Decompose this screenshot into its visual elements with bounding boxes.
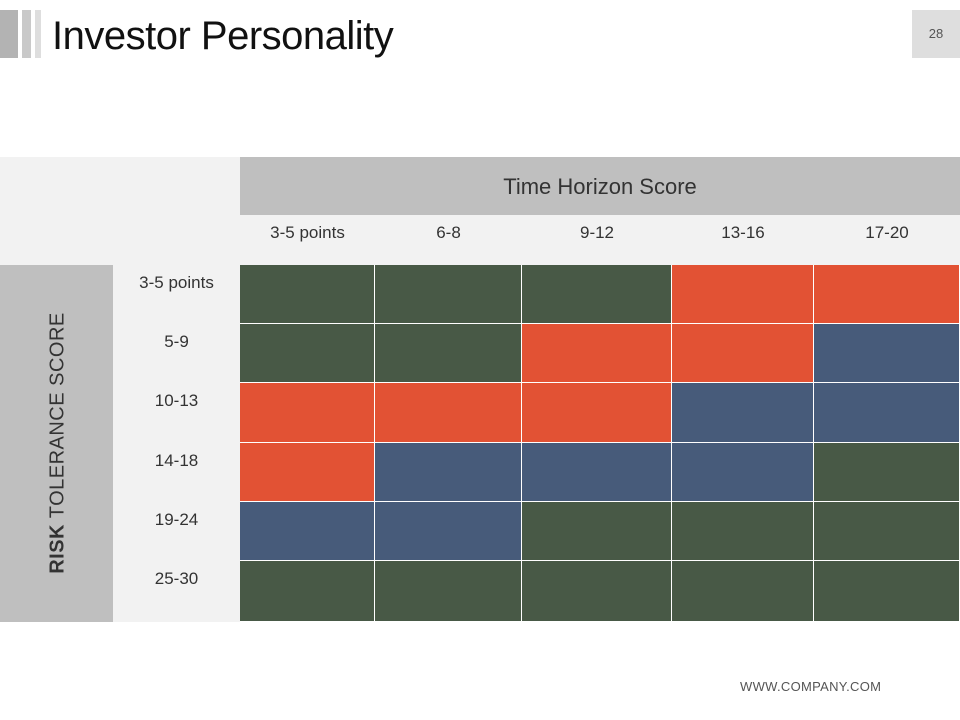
row-header: 3-5 points — [139, 273, 214, 292]
matrix-corner-cell — [0, 157, 240, 265]
title-accent-bars — [0, 10, 46, 58]
matrix-cell-green — [240, 561, 375, 622]
matrix-cell-orange — [522, 383, 672, 443]
matrix-cell-orange — [672, 324, 814, 383]
matrix-cell-green — [814, 561, 960, 622]
matrix-cell-blue — [375, 443, 522, 502]
matrix-cell-blue — [672, 443, 814, 502]
matrix-cell-green — [672, 502, 814, 561]
row-header: 14-18 — [154, 451, 199, 470]
matrix-cell-blue — [240, 502, 375, 561]
column-headers: 3-5 points 6-8 9-12 13-16 17-20 — [240, 215, 960, 265]
row-axis-title: RISK TOLERANCE SCORE — [47, 312, 70, 574]
matrix-cell-green — [375, 265, 522, 324]
matrix-cell-blue — [814, 383, 960, 443]
matrix-cell-blue — [814, 324, 960, 383]
row-header: 10-13 — [154, 391, 199, 410]
matrix-cell-green — [375, 561, 522, 622]
column-header: 3-5 points — [270, 223, 345, 242]
column-header: 9-12 — [579, 223, 615, 242]
matrix-cell-orange — [814, 265, 960, 324]
investor-personality-matrix: Time Horizon Score 3-5 points 6-8 9-12 1… — [0, 157, 960, 622]
row-header: 25-30 — [154, 569, 199, 588]
page-number: 28 — [912, 10, 960, 58]
matrix-cell-orange — [240, 383, 375, 443]
column-axis-title: Time Horizon Score — [240, 157, 960, 215]
row-headers: 3-5 points 5-9 10-13 14-18 19-24 25-30 — [113, 265, 240, 622]
matrix-cell-orange — [240, 443, 375, 502]
column-header: 6-8 — [436, 223, 461, 242]
row-header: 19-24 — [154, 510, 199, 529]
matrix-cell-green — [522, 502, 672, 561]
matrix-cell-orange — [672, 265, 814, 324]
row-axis-title-bold: RISK — [46, 523, 69, 574]
matrix-cell-green — [522, 561, 672, 622]
matrix-cell-blue — [375, 502, 522, 561]
matrix-cell-green — [672, 561, 814, 622]
column-header: 17-20 — [865, 223, 909, 242]
row-axis-title-rest: TOLERANCE SCORE — [46, 312, 69, 519]
matrix-cell-green — [240, 265, 375, 324]
matrix-cell-green — [814, 443, 960, 502]
footer-url: WWW.COMPANY.COM — [740, 679, 882, 694]
matrix-cell-green — [375, 324, 522, 383]
matrix-cell-blue — [672, 383, 814, 443]
accent-bar — [0, 10, 18, 58]
accent-bar — [35, 10, 41, 58]
matrix-cell-orange — [522, 324, 672, 383]
page-title: Investor Personality — [52, 14, 394, 58]
matrix-grid — [240, 265, 960, 622]
matrix-cell-green — [240, 324, 375, 383]
matrix-cell-green — [522, 265, 672, 324]
row-header: 5-9 — [164, 332, 189, 351]
row-axis-title-band: RISK TOLERANCE SCORE — [0, 265, 113, 622]
matrix-cell-blue — [522, 443, 672, 502]
matrix-cell-green — [814, 502, 960, 561]
matrix-cell-orange — [375, 383, 522, 443]
accent-bar — [22, 10, 31, 58]
column-header: 13-16 — [721, 223, 765, 242]
